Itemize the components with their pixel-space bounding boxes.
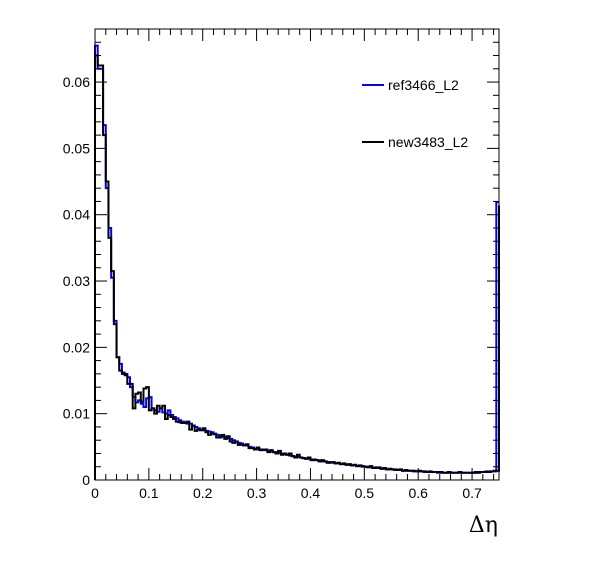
x-tick-label: 0.4 <box>301 485 321 501</box>
x-axis-ticks <box>94 29 495 480</box>
x-tick-label: 0.1 <box>139 485 159 501</box>
x-axis-title: Δη <box>469 513 498 538</box>
legend: ref3466_L2 new3483_L2 <box>362 77 468 150</box>
y-tick-label: 0.02 <box>63 339 90 355</box>
x-tick-label: 0.3 <box>247 485 267 501</box>
y-tick-label: 0 <box>82 472 90 488</box>
x-tick-label: 0.5 <box>355 485 375 501</box>
x-tick-label: 0.6 <box>408 485 428 501</box>
y-tick-label: 0.01 <box>63 406 90 422</box>
y-tick-label: 0.05 <box>63 140 90 156</box>
y-axis-ticks <box>95 28 499 481</box>
x-axis-tick-labels: 0 0.1 0.2 0.3 0.4 0.5 0.6 0.7 <box>91 485 482 501</box>
x-tick-label: 0.7 <box>462 485 482 501</box>
y-axis-tick-labels: 0 0.01 0.02 0.03 0.04 0.05 0.06 <box>63 74 90 488</box>
y-tick-label: 0.04 <box>63 207 90 223</box>
x-tick-label: 0.2 <box>193 485 213 501</box>
x-tick-label: 0 <box>91 485 99 501</box>
legend-label-ref: ref3466_L2 <box>388 77 459 93</box>
y-tick-label: 0.03 <box>63 273 90 289</box>
legend-label-new: new3483_L2 <box>388 134 468 150</box>
y-tick-label: 0.06 <box>63 74 90 90</box>
